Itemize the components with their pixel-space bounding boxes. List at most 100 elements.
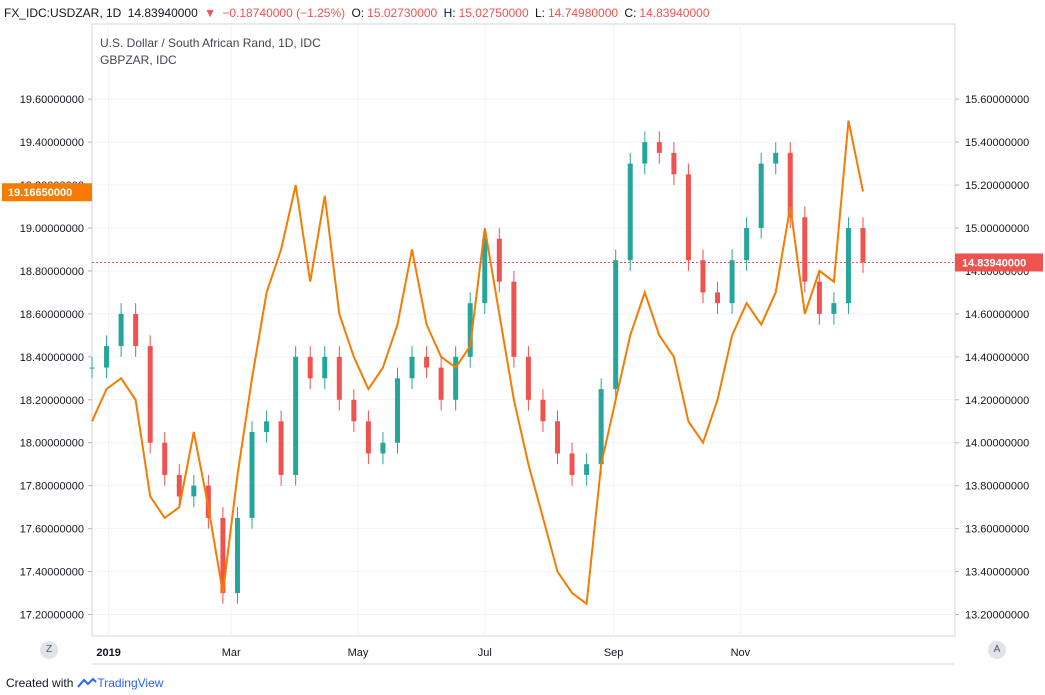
open-value: 15.02730000 — [367, 6, 438, 20]
candle-body — [802, 217, 808, 282]
candle-body — [700, 260, 706, 293]
candle-body — [467, 303, 473, 357]
candle-body — [482, 238, 488, 304]
time-axis-tick-label: May — [348, 647, 369, 659]
last-price: 14.83940000 — [127, 6, 198, 20]
right-axis-tick-label: 15.00000000 — [965, 223, 1029, 235]
timezone-button[interactable]: Z — [40, 641, 58, 659]
right-axis-tick-label: 15.40000000 — [965, 137, 1029, 149]
time-axis-tick-label: Jul — [478, 647, 492, 659]
candle-body — [264, 421, 270, 432]
last-price-label: 14.83940000 — [962, 257, 1026, 269]
high-label: H: — [443, 6, 456, 20]
chart-axes: 19.6000000019.4000000019.2000000019.0000… — [2, 94, 1043, 665]
symbol-label[interactable]: FX_IDC:USDZAR, 1D — [4, 6, 122, 20]
candle-body — [176, 474, 182, 497]
candle-body — [424, 356, 430, 368]
candle-body — [220, 517, 226, 594]
candle-body — [380, 442, 386, 454]
candle-body — [642, 142, 648, 164]
gbpzar-line — [91, 120, 864, 606]
candle-body — [715, 292, 721, 304]
candle-body — [104, 346, 110, 368]
time-axis-tick-label: Nov — [731, 647, 751, 659]
candle-body — [293, 356, 299, 475]
candle-body — [758, 163, 764, 228]
candle-body — [234, 517, 240, 594]
usdzar-candles — [89, 131, 866, 604]
candle-body — [307, 356, 313, 379]
left-axis-tick-label: 17.80000000 — [20, 481, 84, 493]
candle-body — [438, 367, 444, 400]
candle-body — [496, 238, 502, 282]
candle-body — [409, 356, 415, 379]
time-axis-tick-label: 2019 — [96, 647, 120, 659]
candle-body — [613, 260, 619, 390]
compare-last-label: 19.16650000 — [8, 187, 72, 199]
time-axis-tick-label: Sep — [604, 647, 624, 659]
tradingview-logo-icon — [77, 677, 98, 688]
candle-body — [584, 464, 590, 475]
low-label: L: — [534, 6, 545, 20]
tradingview-brand[interactable]: TradingView — [97, 676, 164, 690]
candle-body — [656, 142, 662, 153]
change-value: −0.18740000 (−1.25%) — [222, 6, 346, 20]
legend-main-series[interactable]: U.S. Dollar / South African Rand, 1D, ID… — [100, 36, 321, 50]
candle-body — [773, 152, 779, 164]
left-axis-tick-label: 19.40000000 — [20, 137, 84, 149]
candle-body — [394, 378, 400, 443]
candle-body — [365, 421, 371, 454]
candle-body — [729, 260, 735, 304]
candle-body — [555, 421, 561, 454]
candle-body — [162, 442, 168, 475]
left-axis-tick-label: 18.40000000 — [20, 352, 84, 364]
right-axis-tick-label: 15.20000000 — [965, 180, 1029, 192]
left-axis-tick-label: 18.60000000 — [20, 309, 84, 321]
candle-body — [598, 389, 604, 465]
candle-body — [191, 485, 197, 497]
right-axis-tick-label: 14.40000000 — [965, 352, 1029, 364]
candle-body — [569, 453, 575, 475]
left-axis-tick-label: 17.60000000 — [20, 524, 84, 536]
low-value: 14.74980000 — [548, 6, 619, 20]
candle-body — [278, 421, 284, 475]
right-axis-tick-label: 14.60000000 — [965, 309, 1029, 321]
last-price-marker — [955, 253, 1043, 272]
left-axis-tick-label: 19.60000000 — [20, 94, 84, 106]
candle-body — [249, 432, 255, 518]
left-axis-tick-label: 19.00000000 — [20, 223, 84, 235]
candle-body — [453, 356, 459, 400]
candle-body — [351, 399, 357, 422]
candle-body — [685, 174, 691, 261]
candle-body — [118, 313, 124, 347]
right-axis-tick-label: 15.60000000 — [965, 94, 1029, 106]
candle-body — [671, 152, 677, 175]
candle-body — [525, 356, 531, 400]
right-axis-tick-label: 13.40000000 — [965, 567, 1029, 579]
left-axis-tick-label: 18.00000000 — [20, 438, 84, 450]
open-label: O: — [351, 6, 365, 20]
left-axis-tick-label: 18.20000000 — [20, 395, 84, 407]
time-axis-tick-label: Mar — [222, 647, 241, 659]
right-axis-tick-label: 14.20000000 — [965, 395, 1029, 407]
candle-body — [831, 303, 837, 314]
candle-body — [322, 356, 328, 379]
down-arrow-icon: ▼ — [204, 6, 217, 20]
right-axis-tick-label: 13.60000000 — [965, 524, 1029, 536]
candle-body — [540, 399, 546, 422]
auto-scale-button[interactable]: A — [988, 641, 1006, 659]
legend-compare-series[interactable]: GBPZAR, IDC — [100, 53, 177, 67]
tradingview-link[interactable]: TradingView — [77, 676, 163, 690]
candle-body — [511, 281, 517, 357]
candle-body — [787, 152, 793, 218]
left-axis-tick-label: 18.80000000 — [20, 266, 84, 278]
candle-body — [133, 313, 139, 347]
right-axis-tick-label: 13.20000000 — [965, 610, 1029, 622]
compare-last-marker — [2, 183, 92, 202]
candle-body — [744, 228, 750, 261]
candle-body — [627, 163, 633, 261]
close-value: 14.83940000 — [639, 6, 710, 20]
candle-body — [860, 228, 866, 263]
candle-body — [845, 228, 851, 304]
